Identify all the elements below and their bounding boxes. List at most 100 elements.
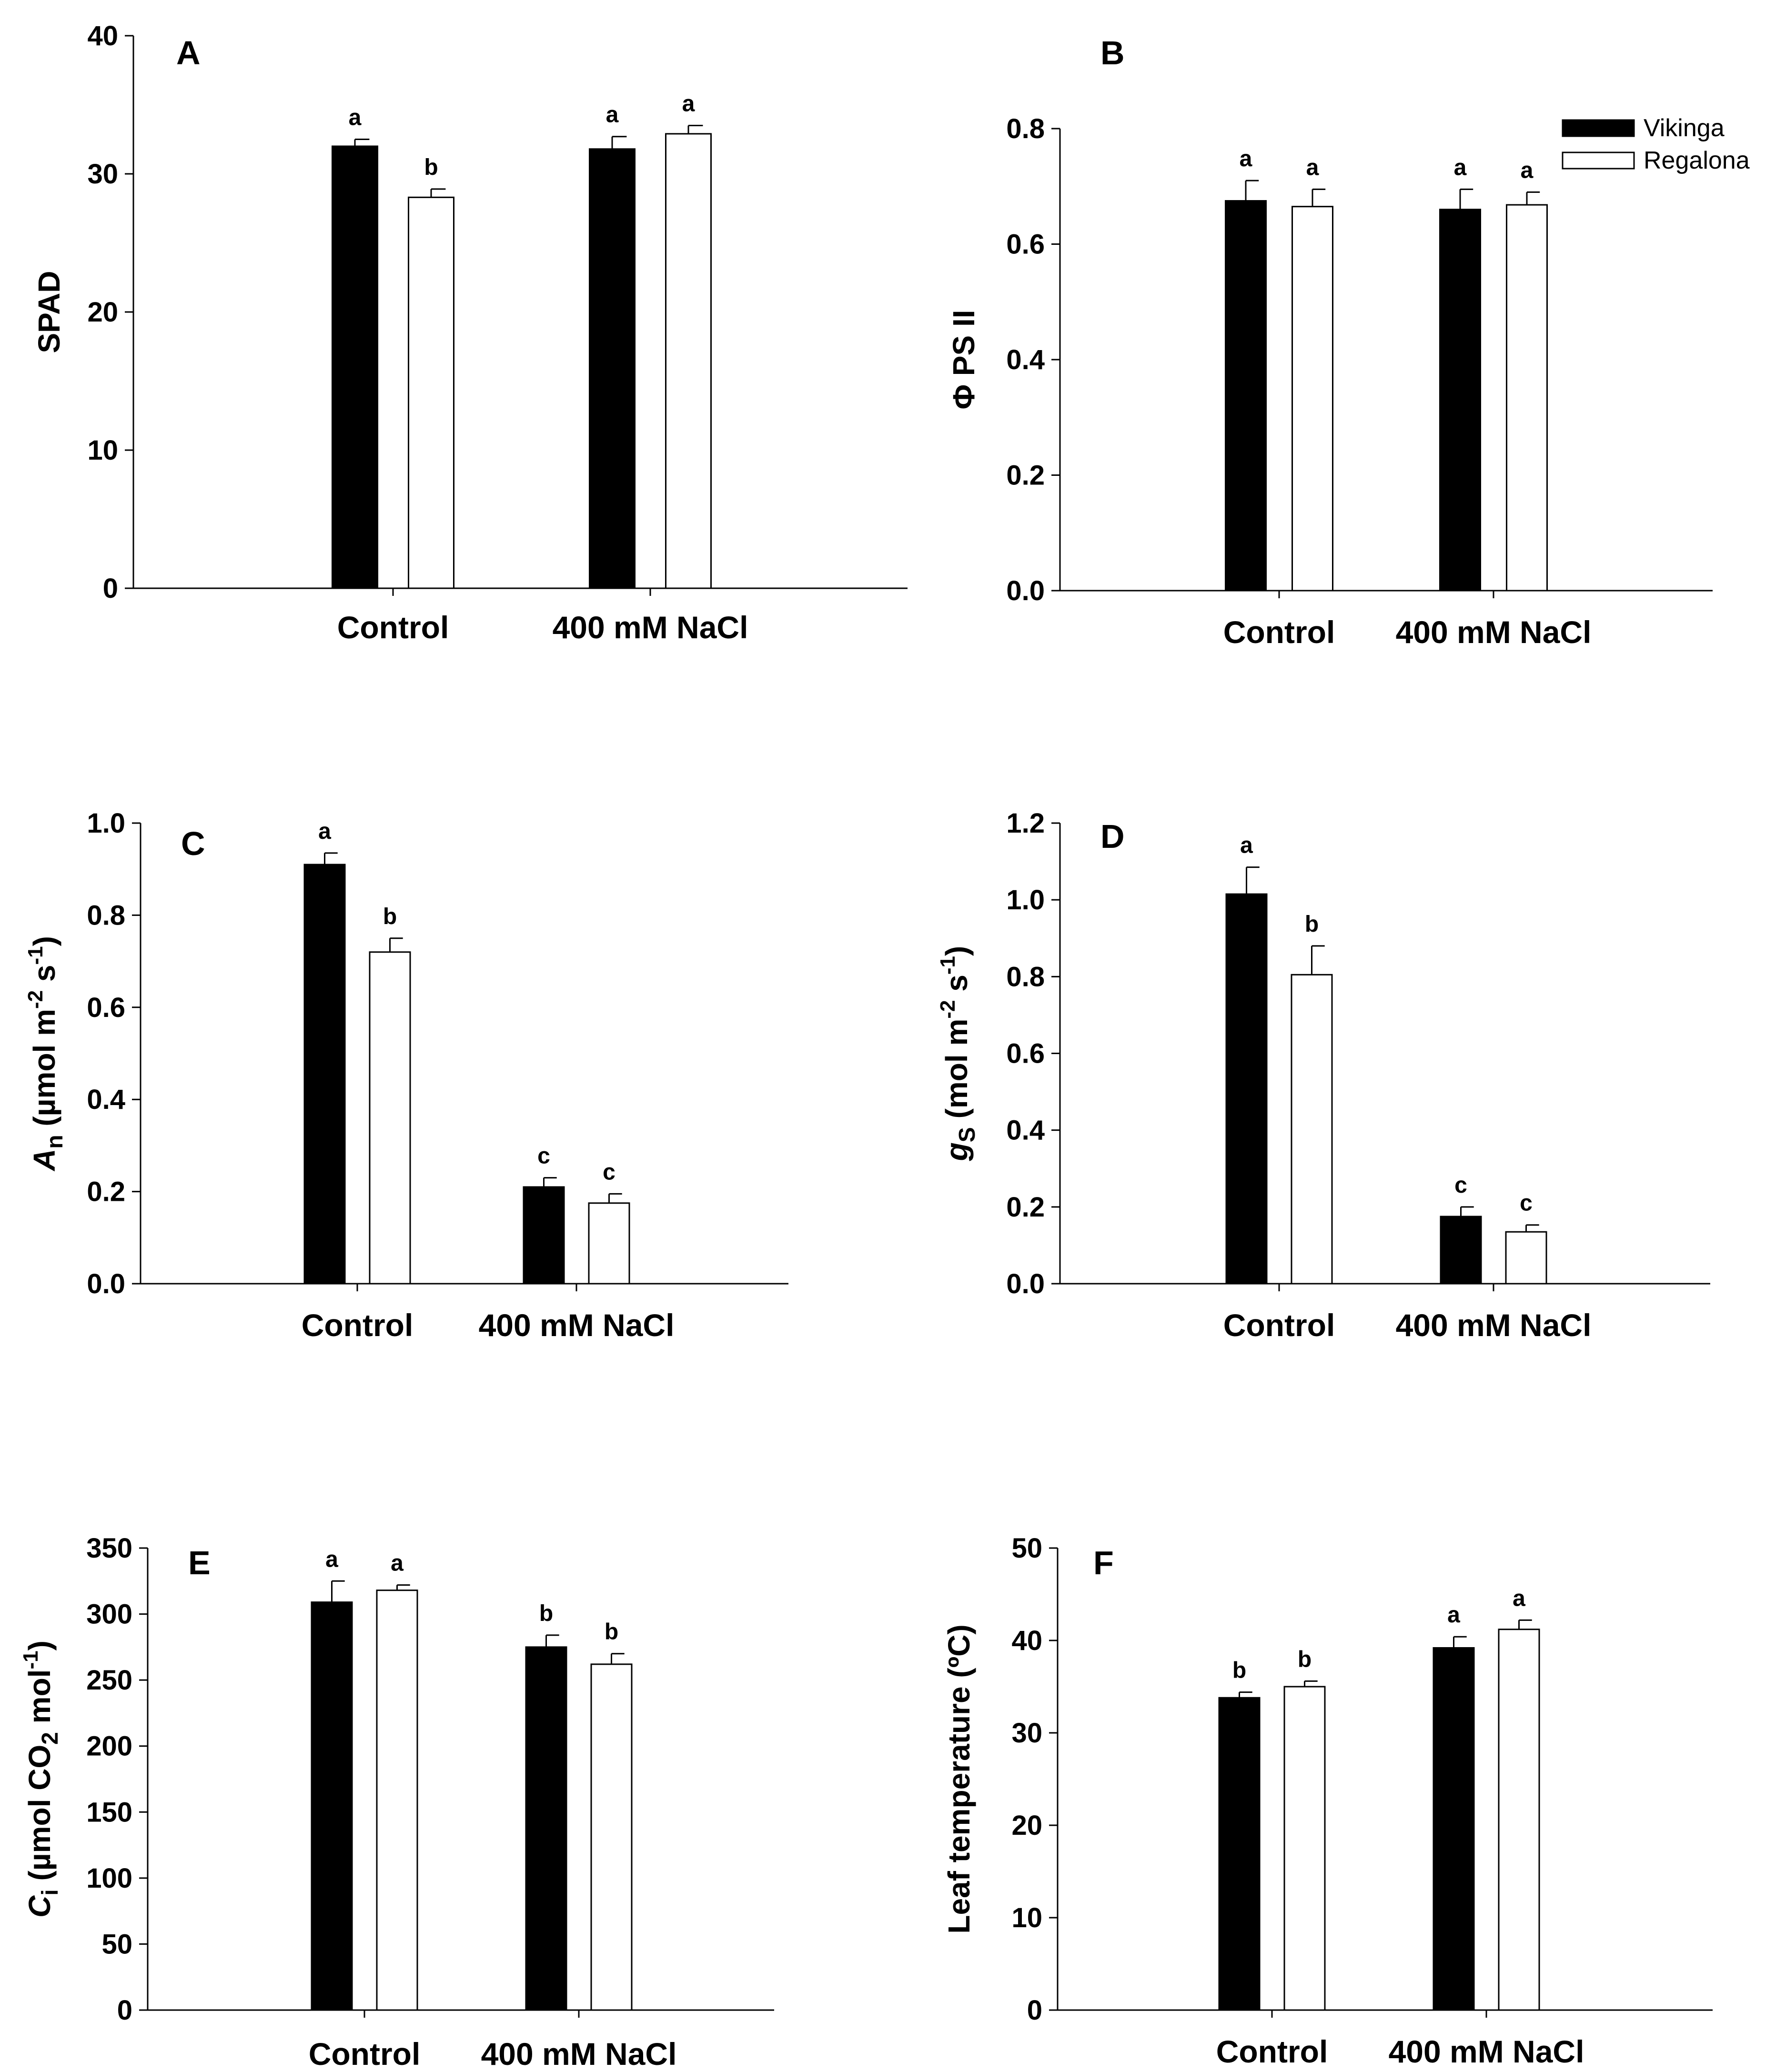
y-axis-label-part: ) (22, 1640, 57, 1650)
y-tick-label: 0 (103, 573, 118, 604)
y-tick-label: 40 (1011, 1625, 1042, 1656)
panel-letter: F (1093, 1544, 1114, 1581)
y-tick-label: 0 (117, 1995, 132, 2026)
y-tick-label: 1.2 (1006, 808, 1045, 839)
y-tick-label: 300 (86, 1599, 132, 1630)
significance-letter: c (1454, 1173, 1467, 1198)
y-tick-label: 30 (87, 159, 118, 190)
y-axis-label-part: Φ PS II (947, 310, 981, 409)
y-tick-label: 0.4 (1006, 1115, 1045, 1146)
significance-letter: b (1305, 912, 1319, 937)
panel-e: 0 50 100 150 200 250 300 350 E Ci (µmol CO2 mol-1… (19, 1533, 774, 2072)
y-axis-label-part: -1 (936, 956, 959, 975)
y-tick-label: 0.0 (1006, 575, 1045, 606)
significance-letter: a (1240, 833, 1253, 858)
y-axis-label-part: s (939, 975, 974, 1000)
bar-vikinga (1218, 1697, 1261, 2011)
panel-letter: E (188, 1544, 211, 1581)
y-axis-label-part: -2 (24, 990, 47, 1009)
y-axis-label-part: ) (27, 936, 61, 946)
panel-letter: C (181, 825, 205, 862)
bar-vikinga (303, 864, 346, 1285)
significance-letter: a (349, 105, 362, 131)
y-axis-label-part: Leaf temperature (ºC) (942, 1624, 976, 1933)
y-axis-label-part: mol (22, 1670, 57, 1732)
category-label: Control (1223, 614, 1335, 650)
bar-vikinga (1225, 200, 1267, 592)
legend-label-vikinga: Vikinga (1644, 114, 1725, 142)
y-tick-label: 0.6 (1006, 229, 1045, 260)
y-axis-label: SPAD (32, 271, 66, 353)
significance-letter: c (537, 1144, 550, 1169)
bar-regalona (1283, 1686, 1326, 2011)
category-label: 400 mM NaCl (1396, 614, 1592, 650)
y-tick-label: 40 (87, 20, 118, 51)
y-tick-label: 0.6 (1006, 1038, 1045, 1069)
panel-letter: A (176, 34, 201, 71)
y-axis-label: Leaf temperature (ºC) (942, 1624, 976, 1933)
significance-letter: a (682, 91, 695, 117)
bar-regalona (376, 1589, 418, 2011)
y-tick-label: 0.8 (87, 900, 125, 931)
y-tick-label: 10 (1011, 1902, 1042, 1933)
category-label: 400 mM NaCl (479, 1308, 675, 1343)
bar-regalona (408, 196, 454, 589)
bar-regalona (1505, 1231, 1547, 1285)
significance-letter: b (383, 904, 397, 929)
y-tick-label: 10 (87, 435, 118, 466)
bar-vikinga (1433, 1647, 1475, 2011)
significance-letter: a (606, 102, 619, 128)
y-axis-label: An (µmol m-2 s-1) (24, 936, 68, 1172)
panel-d: 0.0 0.2 0.4 0.6 0.8 1.0 1.2 DgS (mol m-2 s-1) Co… (936, 808, 1710, 1343)
significance-letter: a (1240, 146, 1252, 171)
bar-vikinga (311, 1601, 353, 2011)
y-axis-label-part: -1 (19, 1650, 42, 1669)
category-label: 400 mM NaCl (481, 2036, 677, 2072)
significance-letter: a (1454, 155, 1467, 180)
y-axis-label-part: g (939, 1142, 974, 1161)
category-label: 400 mM NaCl (553, 610, 748, 645)
legend-swatch-regalona (1562, 151, 1635, 170)
y-tick-label: 50 (1011, 1533, 1042, 1564)
y-axis-label-part: (µmol m (27, 1009, 61, 1135)
y-tick-label: 20 (1011, 1810, 1042, 1841)
category-label: Control (302, 1308, 414, 1343)
y-axis-label-part: -1 (24, 946, 47, 965)
y-tick-label: 350 (86, 1533, 132, 1564)
bar-regalona (1506, 204, 1548, 592)
bar-vikinga (523, 1186, 565, 1285)
bar-regalona (665, 133, 712, 589)
y-axis-label-part: (µmol CO (22, 1745, 57, 1890)
bar-vikinga (589, 148, 636, 589)
category-label: Control (337, 610, 449, 645)
y-tick-label: 20 (87, 297, 118, 328)
bar-regalona (1292, 206, 1333, 592)
y-axis-label-part: SPAD (32, 271, 66, 353)
panel-a: 0 10 20 30 40 A SPAD Control 400 mM NaCl a a b a (32, 20, 908, 645)
y-tick-label: 250 (86, 1665, 132, 1696)
bar-regalona (588, 1202, 630, 1285)
y-tick-label: 1.0 (87, 808, 125, 839)
category-label: 400 mM NaCl (1396, 1308, 1592, 1343)
y-axis-label-part: 2 (38, 1732, 63, 1745)
y-axis-label-part: i (38, 1889, 63, 1895)
y-tick-label: 50 (101, 1929, 132, 1960)
panel-b: 0.0 0.2 0.4 0.6 0.8 B Φ PS II Control 400 mM NaC… (947, 34, 1713, 650)
significance-letter: a (391, 1551, 404, 1576)
y-axis-label-part: (mol m (939, 1019, 974, 1127)
significance-letter: c (603, 1159, 616, 1185)
y-tick-label: 30 (1011, 1718, 1042, 1749)
significance-letter: c (1520, 1191, 1533, 1216)
y-axis-label-part: -2 (936, 1000, 959, 1019)
panel-c: 0.0 0.2 0.4 0.6 0.8 1.0 C An (µmol m-2 s-1) Cont… (24, 808, 788, 1343)
significance-letter: a (1521, 158, 1534, 183)
y-tick-label: 0 (1027, 1995, 1042, 2026)
significance-letter: a (1447, 1602, 1460, 1628)
significance-letter: b (1298, 1647, 1312, 1672)
significance-letter: a (1306, 155, 1319, 180)
panel-letter: B (1100, 34, 1125, 71)
y-tick-label: 100 (86, 1863, 132, 1894)
y-tick-label: 150 (86, 1797, 132, 1828)
